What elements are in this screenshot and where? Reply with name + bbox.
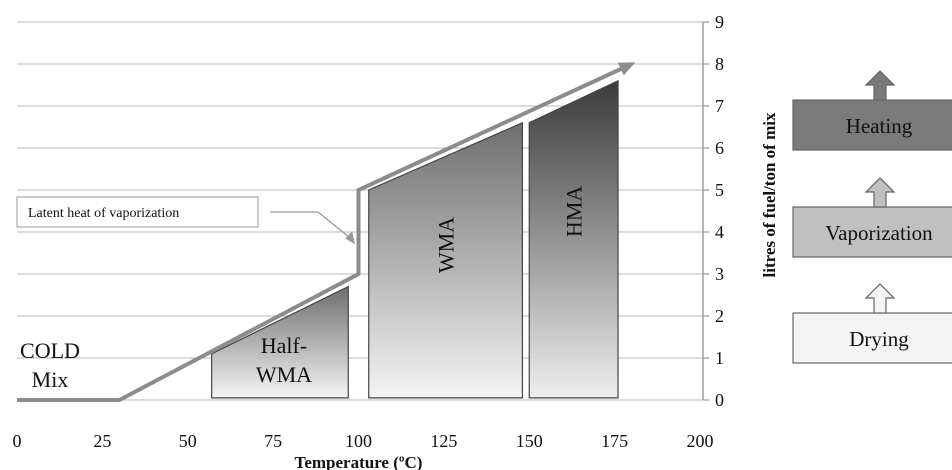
region-label: Half- (261, 333, 307, 358)
stage-box (792, 312, 952, 364)
region-hma (528, 79, 619, 399)
region-label: HMA (562, 186, 587, 237)
x-tick-label: 175 (601, 431, 628, 451)
cold-mix-label: COLD (20, 338, 80, 363)
region-label: WMA (434, 217, 459, 273)
y-tick-label: 0 (715, 390, 724, 410)
x-axis-title: Temperature (ºC) (295, 453, 423, 470)
x-tick-label: 50 (179, 431, 197, 451)
y-tick-label: 8 (715, 54, 724, 74)
x-tick-label: 150 (516, 431, 543, 451)
x-tick-label: 0 (13, 431, 22, 451)
regions (211, 79, 619, 399)
labels: Half- WMA WMA HMA COLD Mix Latent heat of vapo… (16, 186, 587, 392)
annotation-leader (270, 211, 354, 241)
y-tick-label: 9 (715, 12, 724, 32)
x-tick-label: 125 (430, 431, 457, 451)
stage-label: Heating (846, 114, 913, 138)
axes: 0 1 2 3 4 5 6 7 8 9 0 25 50 75 100 125 150 175 200 Temperat… (13, 12, 780, 470)
stage-label: Vaporization (825, 221, 933, 245)
cold-mix-label: Mix (32, 367, 69, 392)
stage-box (792, 99, 952, 151)
x-tick-label: 75 (264, 431, 282, 451)
stage-arrow (864, 283, 896, 314)
y-axis-title: litres of fuel/ton of mix (760, 112, 779, 277)
y-tick-label: 6 (715, 138, 724, 158)
x-tick-label: 200 (687, 431, 714, 451)
stage-arrow (864, 70, 896, 101)
region-wma (368, 121, 524, 399)
y-tick-label: 5 (715, 180, 724, 200)
energy-curve (17, 62, 633, 402)
stage-arrow (864, 177, 896, 208)
region-label: WMA (256, 362, 312, 387)
region-halfwma (211, 285, 349, 399)
y-tick-label: 2 (715, 306, 724, 326)
annotation-box (16, 196, 259, 228)
x-tick-label: 25 (93, 431, 111, 451)
y-tick-label: 3 (715, 264, 724, 284)
stage-label: Drying (849, 327, 909, 351)
y-tick-label: 1 (715, 348, 724, 368)
annotation-arrowhead (345, 231, 356, 245)
y-tick-label: 4 (715, 222, 724, 242)
annotation-label: Latent heat of vaporization (28, 206, 179, 221)
x-tick-label: 100 (345, 431, 372, 451)
stage-diagram: Heating Vaporization Drying (792, 70, 952, 364)
energy-curve-arrowhead (617, 62, 636, 76)
energy-curve-group (17, 62, 636, 402)
stage-box (792, 206, 952, 258)
y-tick-label: 7 (715, 96, 724, 116)
